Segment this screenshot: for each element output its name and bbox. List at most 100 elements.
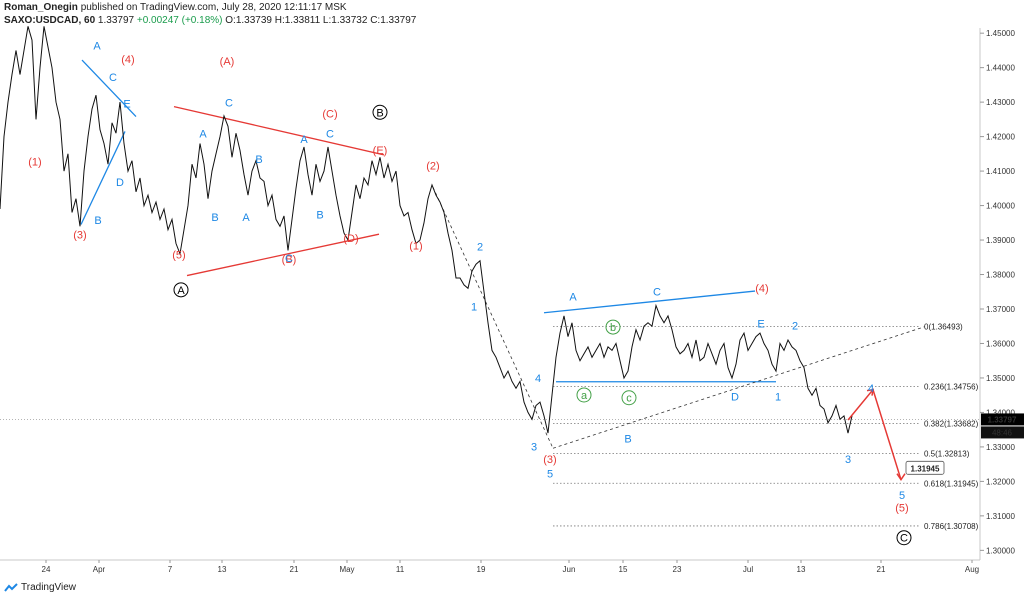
circled-wave-marker (605, 319, 621, 335)
tradingview-logo[interactable]: TradingView (4, 582, 76, 593)
wave-label: A (242, 212, 250, 224)
projection-path (847, 388, 902, 480)
circled-wave-marker (576, 387, 592, 403)
wave-label: (4) (121, 54, 134, 66)
time-tick-label: Jun (563, 565, 576, 574)
ohlc-values: O:1.33739 H:1.33811 L:1.33732 C:1.33797 (225, 15, 417, 26)
circled-wave-marker (372, 104, 388, 120)
price-tick-label: 1.39000 (986, 236, 1015, 245)
price-tick-label: 1.38000 (986, 271, 1015, 280)
countdown-value: 48:46 (992, 428, 1013, 437)
wave-label: C (285, 253, 293, 265)
wave-label: 2 (477, 242, 483, 254)
price-change: +0.00247 (+0.18%) (136, 15, 223, 26)
publish-info: Roman_Onegin published on TradingView.co… (4, 2, 347, 13)
wave-label: (4) (755, 283, 768, 295)
fib-level-label: 0.618(1.31945) (924, 479, 979, 488)
price-tick-label: 1.34000 (986, 408, 1015, 417)
wave-label: C (653, 287, 661, 299)
wave-label: B (624, 433, 631, 445)
triangle-upper-line (81, 59, 137, 118)
time-tick-label: 13 (797, 565, 806, 574)
symbol-info: SAXO:USDCAD, 60 1.33797 +0.00247 (+0.18%… (4, 15, 416, 26)
circled-wave-label: b (610, 322, 616, 334)
wave-label: A (199, 129, 207, 141)
time-tick-label: 21 (877, 565, 886, 574)
current-price-tag (981, 413, 1024, 426)
wave-label: 5 (899, 490, 905, 502)
wave-label: 4 (868, 383, 874, 395)
base-trendline (552, 326, 926, 449)
time-tick-label: Aug (965, 565, 979, 574)
wave-label: A (300, 134, 308, 146)
wave-label: (A) (220, 56, 235, 68)
wave-label: 1 (775, 392, 781, 404)
wave-label: B (255, 154, 262, 166)
wave-label: 4 (535, 373, 541, 385)
wave-label: D (731, 392, 739, 404)
price-tick-label: 1.37000 (986, 305, 1015, 314)
wave-label: 1 (471, 301, 477, 313)
wave-label: (3) (73, 230, 86, 242)
fib-level-label: 0(1.36493) (924, 322, 963, 331)
fib-level-label: 0.236(1.34756) (924, 382, 979, 391)
wave-label: C (225, 97, 233, 109)
target-label: 1.31945 (911, 464, 940, 473)
last-price: 1.33797 (97, 15, 135, 26)
price-tick-label: 1.40000 (986, 202, 1015, 211)
wave-label: 5 (547, 468, 553, 480)
time-tick-label: Apr (93, 565, 106, 574)
time-tick-label: 7 (168, 565, 173, 574)
circled-wave-marker (621, 390, 637, 406)
projection-arrow-head (896, 473, 906, 482)
wave-label: 3 (845, 454, 851, 466)
price-tick-label: 1.31000 (986, 512, 1015, 521)
countdown-tag (981, 426, 1024, 439)
price-tick-label: 1.36000 (986, 339, 1015, 348)
circled-wave-marker (173, 282, 189, 298)
tradingview-icon (4, 582, 18, 592)
wave-label: (5) (895, 502, 908, 514)
price-tick-label: 1.30000 (986, 546, 1015, 555)
wave-label: C (326, 129, 334, 141)
wave-label: (2) (426, 160, 439, 172)
projection-arrow-head (866, 388, 874, 396)
publish-date: published on TradingView.com, July 28, 2… (80, 2, 347, 13)
wave-label: (D) (343, 233, 358, 245)
fib-level-label: 0.382(1.33682) (924, 419, 979, 428)
price-tick-label: 1.35000 (986, 374, 1015, 383)
triangle-lower-line (80, 131, 126, 225)
time-tick-label: 24 (42, 565, 51, 574)
wave-label: A (93, 40, 101, 52)
target-box (905, 460, 945, 475)
circled-wave-label: c (626, 393, 632, 405)
wave-label: (C) (322, 109, 337, 121)
brand-name: TradingView (21, 582, 77, 593)
wave-label: E (757, 318, 764, 330)
wave-label: C (109, 72, 117, 84)
wave-label: (B) (282, 254, 297, 266)
range-upper-line (543, 290, 756, 314)
triangle-lower-trendline (186, 233, 380, 277)
wave-label: (1) (28, 157, 41, 169)
wave-label: (E) (373, 145, 388, 157)
circled-wave-label: A (177, 285, 185, 297)
time-tick-label: 21 (290, 565, 299, 574)
price-series-line (0, 26, 853, 434)
time-tick-label: 13 (218, 565, 227, 574)
price-tick-label: 1.45000 (986, 29, 1015, 38)
price-tick-label: 1.32000 (986, 477, 1015, 486)
wave-label: B (316, 209, 323, 221)
time-tick-label: 19 (477, 565, 486, 574)
price-tick-label: 1.44000 (986, 64, 1015, 73)
wave-label: E (123, 98, 130, 110)
time-tick-label: 23 (673, 565, 682, 574)
circled-wave-label: C (900, 533, 908, 545)
wave-label: B (211, 212, 218, 224)
fib-level-label: 0.786(1.30708) (924, 522, 979, 531)
triangle-upper-trendline (173, 105, 385, 156)
price-tick-label: 1.41000 (986, 167, 1015, 176)
time-tick-label: Jul (743, 565, 753, 574)
wave-label: (1) (409, 241, 422, 253)
